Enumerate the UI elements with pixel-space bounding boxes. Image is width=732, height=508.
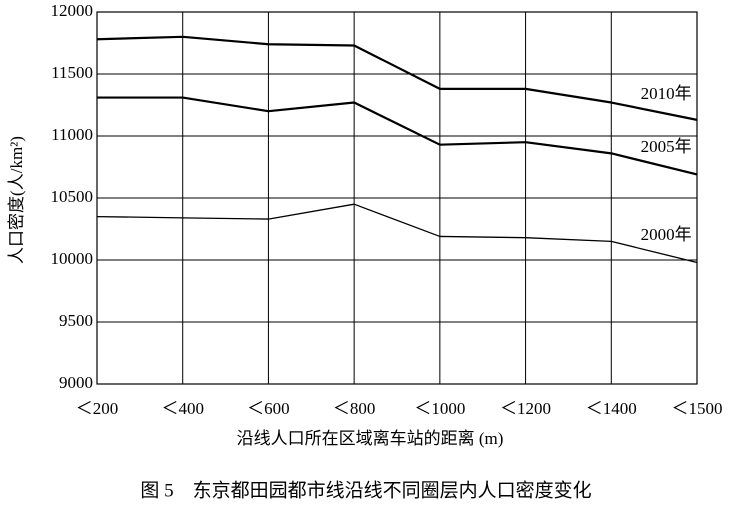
y-tick-label: 9000 [59,373,93,392]
x-tick-label: ＜800 [333,399,376,418]
x-tick-label: ＜400 [161,399,204,418]
y-axis-title: 人口密度(人/km²) [7,136,26,264]
series-label: 2005年 [641,137,692,156]
figure-caption: 图 5 东京都田园都市线沿线不同圈层内人口密度变化 [140,479,591,501]
y-tick-label: 11000 [51,125,93,144]
x-tick-label: ＜1400 [586,399,637,418]
y-tick-label: 12000 [51,1,94,20]
x-tick-label: ＜1000 [414,399,465,418]
x-tick-label: ＜1500 [672,399,723,418]
series-label: 2010年 [641,84,692,103]
y-tick-label: 10000 [51,249,94,268]
y-tick-label: 9500 [59,311,93,330]
x-tick-label: ＜1200 [500,399,551,418]
series-label: 2000年 [641,225,692,244]
series-line [96,203,698,264]
y-tick-label: 10500 [51,187,94,206]
x-tick-label: ＜600 [247,399,290,418]
y-tick-label: 11500 [51,63,93,82]
x-tick-label: ＜200 [76,399,119,418]
series-line [97,96,698,176]
series-line [96,35,698,121]
x-axis-title: 沿线人口所在区域离车站的距离 (m) [237,429,504,448]
